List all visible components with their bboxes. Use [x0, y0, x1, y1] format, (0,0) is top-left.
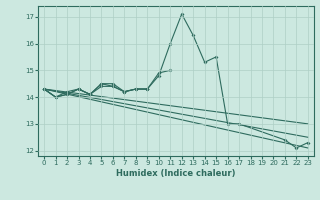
X-axis label: Humidex (Indice chaleur): Humidex (Indice chaleur) [116, 169, 236, 178]
